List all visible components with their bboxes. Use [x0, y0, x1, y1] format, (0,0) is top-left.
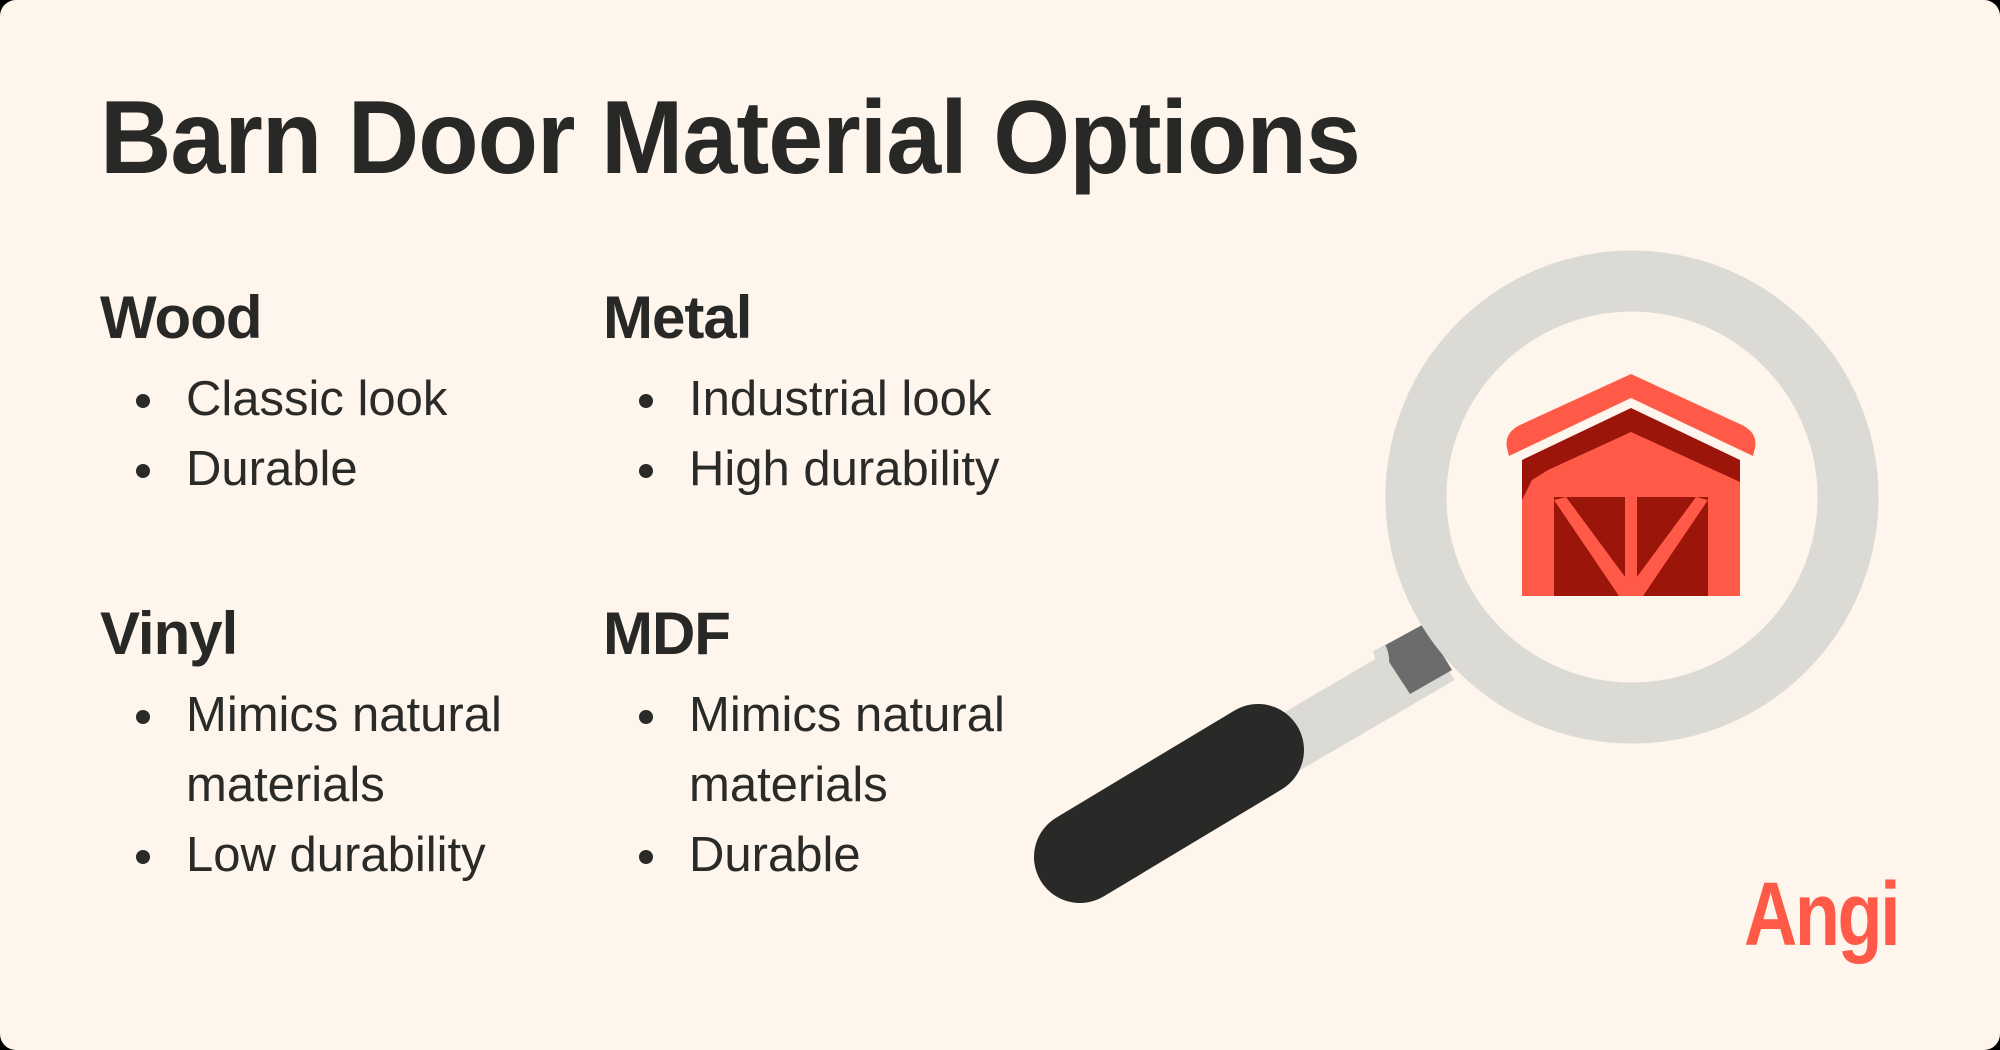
section-heading: Wood [100, 284, 263, 351]
bullet-list: Classic look Durable [100, 364, 447, 504]
section-wood: Wood Classic look Durable [100, 288, 447, 504]
section-mdf: MDF Mimics natural materials Durable [603, 604, 1073, 890]
magnifier-handle-icon [1034, 624, 1455, 903]
bullet-icon [136, 394, 150, 408]
bullet-text: Low durability [186, 828, 486, 882]
list-item: Durable [100, 434, 447, 504]
bullet-icon [639, 464, 653, 478]
bullet-icon [136, 464, 150, 478]
bullet-text: High durability [689, 442, 1000, 496]
bullet-list: Mimics natural materials Low durability [100, 680, 570, 890]
bullet-icon [639, 850, 653, 864]
section-vinyl: Vinyl Mimics natural materials Low durab… [100, 604, 570, 890]
list-item: High durability [603, 434, 1000, 504]
bullet-list: Mimics natural materials Durable [603, 680, 1073, 890]
bullet-text: Durable [689, 828, 861, 882]
section-metal: Metal Industrial look High durability [603, 288, 1000, 504]
barn-icon [1506, 374, 1756, 596]
list-item: Industrial look [603, 364, 1000, 434]
bullet-list: Industrial look High durability [603, 364, 1000, 504]
angi-logo: Angi [1744, 865, 1901, 965]
bullet-text: Durable [186, 442, 358, 496]
list-item: Low durability [100, 820, 570, 890]
bullet-text: Industrial look [689, 372, 992, 426]
page-title: Barn Door Material Options [100, 80, 1361, 196]
bullet-text: Mimics natural materials [186, 688, 502, 812]
bullet-text: Classic look [186, 372, 448, 426]
section-heading: MDF [603, 600, 731, 667]
list-item: Classic look [100, 364, 447, 434]
list-item: Mimics natural materials [100, 680, 570, 820]
section-heading: Metal [603, 284, 752, 351]
bullet-icon [136, 850, 150, 864]
bullet-text: Mimics natural materials [689, 688, 1005, 812]
bullet-icon [136, 710, 150, 724]
list-item: Durable [603, 820, 1073, 890]
list-item: Mimics natural materials [603, 680, 1073, 820]
bullet-icon [639, 710, 653, 724]
section-heading: Vinyl [100, 600, 238, 667]
bullet-icon [639, 394, 653, 408]
